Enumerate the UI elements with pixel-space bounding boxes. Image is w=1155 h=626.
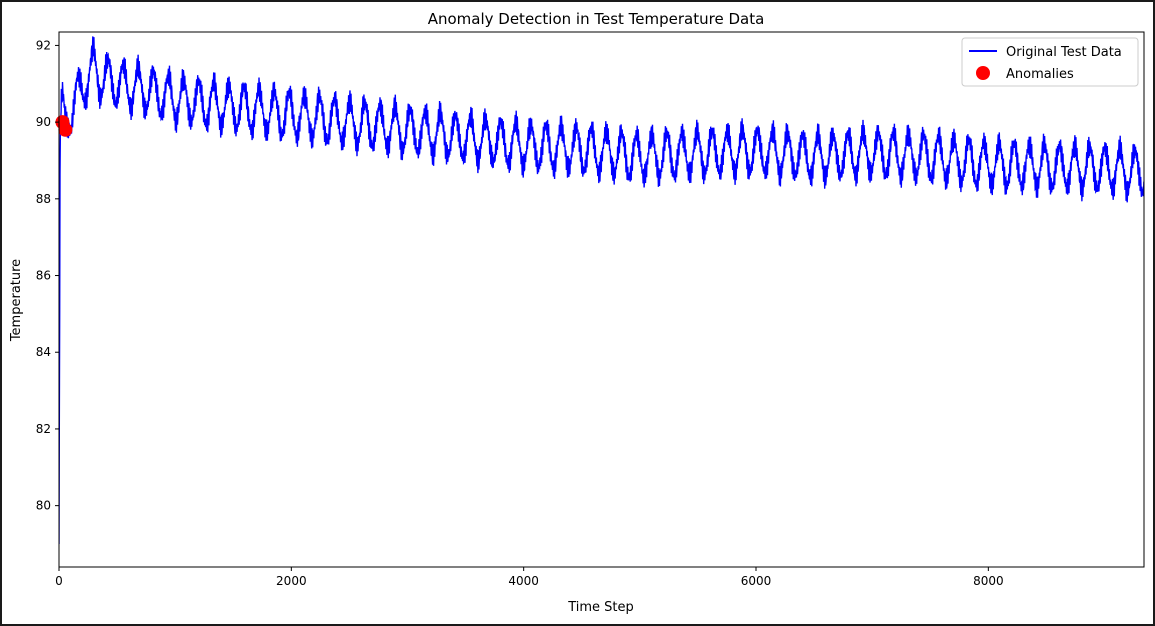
plot-area bbox=[55, 36, 1144, 545]
y-tick-label: 84 bbox=[36, 345, 51, 359]
y-tick-label: 86 bbox=[36, 269, 51, 283]
y-tick-label: 90 bbox=[36, 115, 51, 129]
anomaly-point bbox=[58, 122, 73, 137]
x-axis-label: Time Step bbox=[567, 600, 634, 615]
y-tick-label: 82 bbox=[36, 422, 51, 436]
y-tick-label: 88 bbox=[36, 192, 51, 206]
legend: Original Test Data Anomalies bbox=[961, 37, 1139, 87]
x-tick-label: 8000 bbox=[973, 574, 1004, 588]
y-axis-label: Temperature bbox=[9, 259, 24, 342]
y-tick-label: 92 bbox=[36, 38, 51, 52]
legend-box bbox=[961, 37, 1139, 87]
legend-label-anomalies: Anomalies bbox=[1006, 67, 1074, 82]
x-tick-label: 0 bbox=[55, 574, 63, 588]
axes-frame bbox=[58, 31, 1145, 568]
chart-title: Anomaly Detection in Test Temperature Da… bbox=[428, 10, 765, 28]
series-original-test-data bbox=[59, 36, 1144, 545]
x-axis: 0 2000 4000 6000 8000 bbox=[55, 567, 1004, 588]
x-tick-label: 6000 bbox=[741, 574, 772, 588]
x-tick-label: 2000 bbox=[276, 574, 307, 588]
y-tick-label: 80 bbox=[36, 499, 51, 513]
legend-label-original: Original Test Data bbox=[1006, 45, 1122, 60]
x-tick-label: 4000 bbox=[508, 574, 539, 588]
y-axis: 80 82 84 86 88 90 92 bbox=[36, 38, 59, 513]
legend-dot-swatch bbox=[976, 66, 990, 80]
